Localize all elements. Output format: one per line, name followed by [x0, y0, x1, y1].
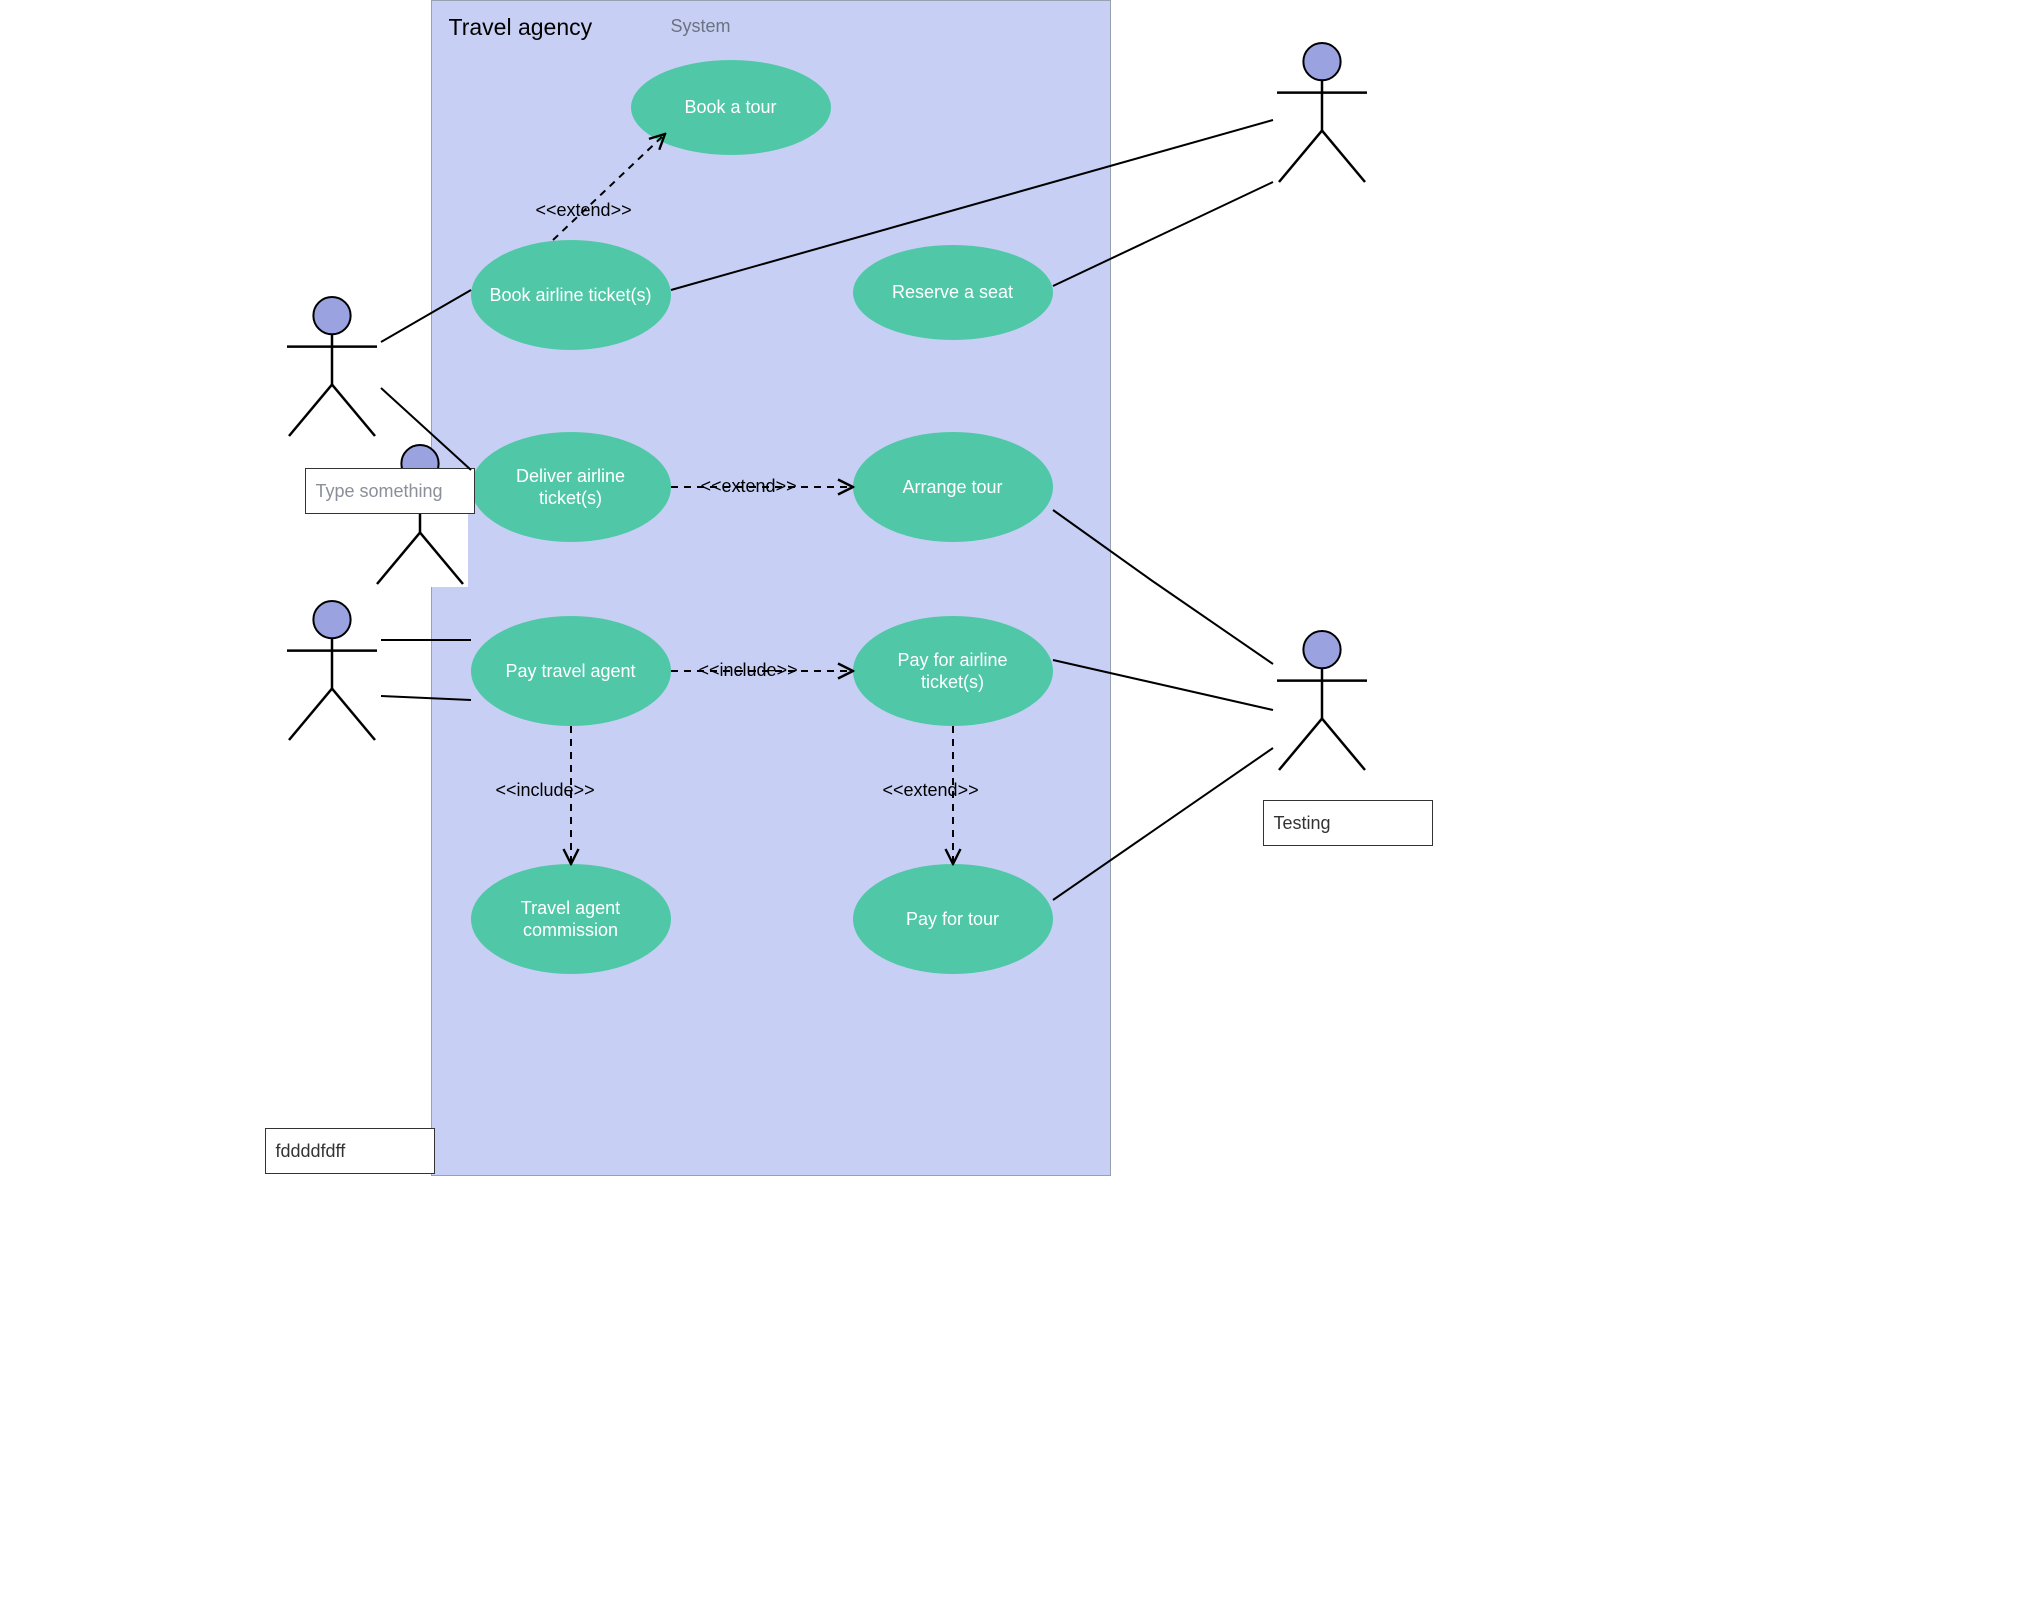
usecase-pay-agent[interactable]: Pay travel agent [471, 616, 671, 726]
system-boundary [431, 0, 1111, 1176]
actor-a4[interactable] [1273, 40, 1371, 186]
actor-a5[interactable] [1273, 628, 1371, 774]
usecase-pay-tour[interactable]: Pay for tour [853, 864, 1053, 974]
textbox-t2[interactable]: fddddfdff [265, 1128, 435, 1174]
usecase-book-airline[interactable]: Book airline ticket(s) [471, 240, 671, 350]
system-stereotype-label: System [671, 16, 731, 37]
actor-a3[interactable] [283, 598, 381, 744]
system-title: Travel agency [449, 14, 593, 41]
usecase-deliver-airline[interactable]: Deliver airline ticket(s) [471, 432, 671, 542]
usecase-reserve-seat[interactable]: Reserve a seat [853, 245, 1053, 340]
edge-label-9: <<include>> [496, 780, 595, 801]
edge-label-8: <<include>> [699, 660, 798, 681]
actor-a2[interactable] [371, 442, 469, 588]
diagram-canvas: Travel agency System Book a tour Book airli… [253, 0, 1768, 1215]
edge-label-4: <<extend>> [536, 200, 632, 221]
usecase-commission[interactable]: Travel agent commission [471, 864, 671, 974]
usecase-book-tour[interactable]: Book a tour [631, 60, 831, 155]
textbox-t1[interactable]: Type something [305, 468, 475, 514]
textbox-t3[interactable]: Testing [1263, 800, 1433, 846]
usecase-pay-airline[interactable]: Pay for airline ticket(s) [853, 616, 1053, 726]
edge-label-10: <<extend>> [883, 780, 979, 801]
usecase-arrange-tour[interactable]: Arrange tour [853, 432, 1053, 542]
actor-a1[interactable] [283, 294, 381, 440]
edge-label-7: <<extend>> [701, 476, 797, 497]
